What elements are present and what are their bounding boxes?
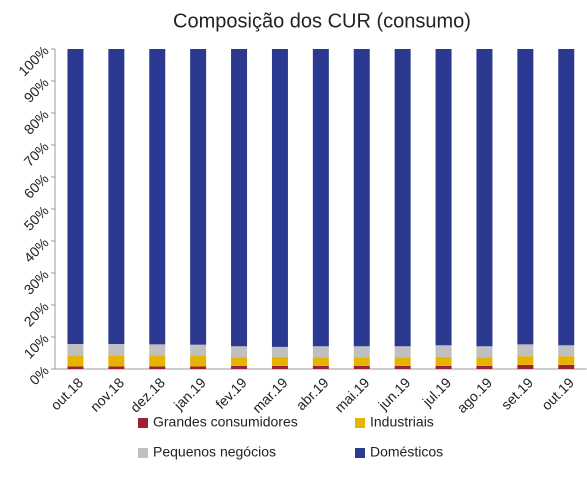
bar-segment [149, 49, 166, 345]
bar-segment [558, 345, 575, 357]
bar-segment [394, 365, 411, 369]
legend-label: Pequenos negócios [153, 444, 276, 460]
bar-segment [312, 357, 329, 366]
bar-segment [231, 365, 248, 369]
y-tick-label: 70% [21, 138, 52, 169]
bar-segment [108, 49, 125, 345]
legend-swatch [138, 448, 148, 458]
bar-segment [394, 49, 411, 347]
x-tick-label: nov.18 [87, 374, 127, 414]
bar-segment [517, 344, 534, 357]
bar-segment [558, 356, 575, 365]
legend-label: Grandes consumidores [153, 414, 298, 430]
bar-segment [353, 49, 370, 347]
legend-label: Industriais [370, 414, 434, 430]
bar-segment [231, 346, 248, 358]
x-tick-label: jun.19 [374, 374, 413, 413]
bar-segment [312, 346, 329, 358]
bar-segment [67, 344, 84, 356]
bar-segment [190, 355, 207, 367]
y-tick-label: 30% [21, 266, 52, 297]
bar-segment [517, 49, 534, 345]
bar-segment [271, 365, 288, 369]
bar-segment [190, 344, 207, 356]
bar-segment [476, 357, 493, 366]
bar-segment [67, 355, 84, 367]
bar-segment [394, 357, 411, 366]
bar-segment [108, 355, 125, 367]
bar-segment [435, 49, 452, 346]
legend-label: Domésticos [370, 444, 443, 460]
x-tick-label: out.19 [538, 374, 577, 413]
bar-segment [149, 344, 166, 356]
y-tick-label: 50% [21, 202, 52, 233]
y-tick-label: 40% [21, 234, 52, 265]
bar-segment [558, 364, 575, 369]
bar-segment [435, 365, 452, 369]
x-tick-label: mar.19 [249, 374, 291, 416]
bar-segment [67, 49, 84, 345]
x-tick-label: fev.19 [212, 374, 250, 412]
bar-segment [271, 356, 288, 366]
legend-swatch [138, 418, 148, 428]
bar-segment [353, 346, 370, 358]
bar-segment [558, 49, 575, 346]
bar-segment [517, 356, 534, 365]
bar-segment [271, 49, 288, 347]
chart-title: Composição dos CUR (consumo) [173, 10, 471, 32]
bar-segment [476, 365, 493, 369]
bar-segment [231, 49, 248, 347]
y-tick-label: 0% [26, 362, 52, 388]
bar-segment [149, 355, 166, 367]
x-tick-label: ago.19 [454, 374, 496, 416]
bar-segment [190, 366, 207, 369]
x-tick-label: abr.19 [293, 374, 332, 413]
bar-segment [353, 357, 370, 366]
x-tick-label: set.19 [498, 374, 536, 412]
bar-segment [476, 49, 493, 347]
bar-segment [67, 366, 84, 369]
bar-segment [353, 365, 370, 369]
x-tick-label: dez.18 [127, 374, 168, 415]
bar-segment [108, 366, 125, 369]
bar-segment [435, 345, 452, 357]
bar-segment [108, 344, 125, 356]
x-tick-label: out.18 [47, 374, 86, 413]
bar-segment [517, 364, 534, 369]
legend-swatch [355, 418, 365, 428]
bar-segment [271, 346, 288, 357]
bar-segment [149, 366, 166, 369]
y-tick-label: 60% [21, 170, 52, 201]
y-tick-label: 80% [21, 106, 52, 137]
bar-segment [476, 346, 493, 358]
bar-segment [312, 365, 329, 369]
y-tick-label: 10% [21, 330, 52, 361]
y-tick-label: 100% [15, 42, 52, 79]
bar-segment [394, 346, 411, 358]
bar-segment [190, 49, 207, 345]
x-tick-label: jan.19 [170, 374, 209, 413]
bar-segment [435, 356, 452, 366]
x-tick-label: mai.19 [331, 374, 372, 415]
bar-segment [312, 49, 329, 347]
legend-swatch [355, 448, 365, 458]
bar-segment [231, 357, 248, 366]
y-tick-label: 20% [21, 298, 52, 329]
x-tick-label: jul.19 [419, 374, 455, 410]
